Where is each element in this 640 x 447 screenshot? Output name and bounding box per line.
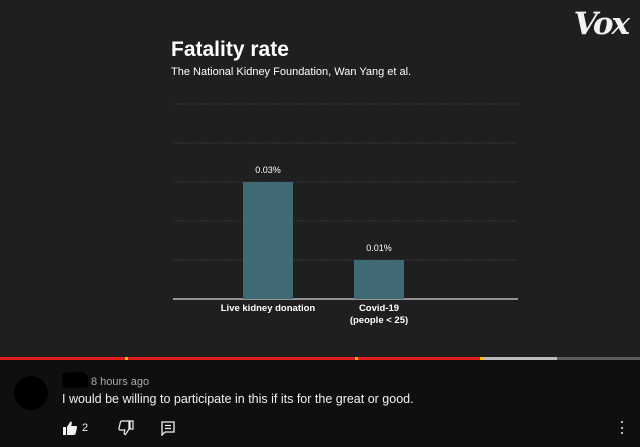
dislike-button[interactable] — [118, 420, 134, 436]
reply-icon — [161, 421, 175, 437]
reply-button[interactable] — [160, 420, 176, 437]
more-vert-icon — [621, 421, 624, 424]
chart-bars — [243, 182, 404, 299]
more-actions-button[interactable] — [614, 419, 630, 437]
thumbs-up-icon — [63, 421, 78, 435]
ad-marker — [124, 357, 128, 360]
chart-subtitle: The National Kidney Foundation, Wan Yang… — [171, 66, 411, 78]
comment-time[interactable]: 8 hours ago — [91, 376, 150, 388]
avatar[interactable] — [14, 376, 48, 410]
vox-logo: Vox — [573, 6, 630, 42]
fatality-rate-chart: Fatality rate The National Kidney Founda… — [171, 38, 518, 326]
comment-text: I would be willing to participate in thi… — [62, 392, 414, 406]
comment: 8 hours ago I would be willing to partic… — [0, 362, 640, 447]
thumbs-down-icon — [118, 420, 134, 436]
ad-marker — [355, 357, 359, 360]
like-button[interactable] — [62, 420, 78, 436]
progress-played — [0, 357, 480, 360]
category-label-1-1: (people < 25) — [350, 315, 408, 326]
chart-grid — [173, 103, 518, 300]
category-label-1-0: Covid-19 — [359, 303, 399, 314]
data-label-0: 0.03% — [255, 165, 281, 175]
chart-labels: 0.03% Live kidney donation 0.01% Covid-19(p… — [221, 165, 408, 326]
data-label-1: 0.01% — [366, 243, 392, 253]
author-name-redacted[interactable] — [61, 371, 89, 389]
progress-buffered — [480, 357, 557, 360]
like-count: 2 — [82, 422, 89, 434]
bar-0 — [243, 182, 293, 299]
progress-bar[interactable] — [0, 357, 640, 360]
bar-1 — [354, 260, 404, 299]
category-label-0-0: Live kidney donation — [221, 303, 316, 314]
chart-title: Fatality rate — [171, 38, 289, 61]
video-player[interactable]: Fatality rate The National Kidney Founda… — [0, 0, 640, 357]
ad-marker — [480, 357, 483, 360]
